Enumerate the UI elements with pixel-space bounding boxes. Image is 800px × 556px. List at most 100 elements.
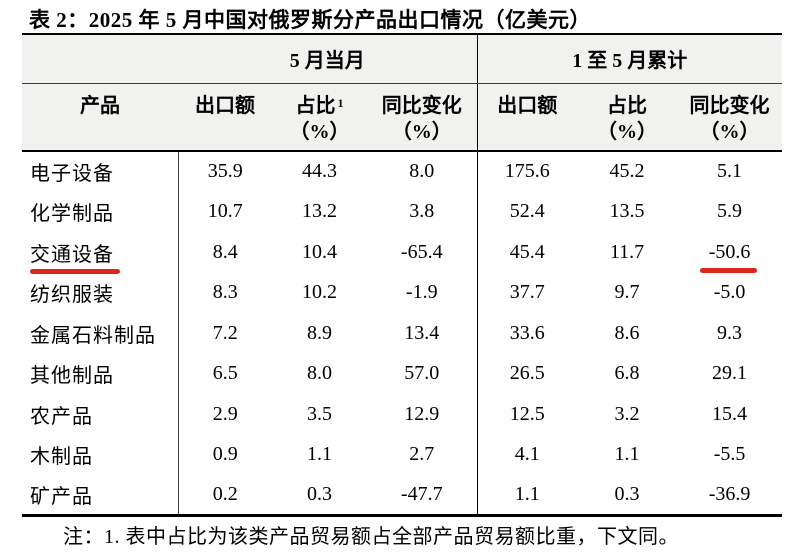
value-cell: -1.9 [405,281,438,304]
red-underline-annotation [699,267,758,273]
value-cell: 5.9 [717,200,743,223]
header-label: 出口额 [195,94,255,117]
product-cell: 电子设备 [30,163,114,186]
table-title: 表 2：2025 年 5 月中国对俄罗斯分产品出口情况（亿美元） [29,8,591,32]
table-header: 5 月当月 1 至 5 月累计 产品 出口额 占比 1 （%） 同比变化 （%） 出口… [22,34,783,152]
group-header-may: 5 月当月 [178,34,478,84]
value-cell: 10.4 [302,240,337,263]
product-cell: 矿产品 [30,486,93,508]
header-unit: （%） [597,120,658,143]
value-cell: 10.2 [302,281,337,304]
table-row: 交通设备 8.4 10.4 -65.4 45.4 11.7 -50.6 [22,232,782,274]
column-header-share-cumulative: 占比 （%） [577,83,678,152]
export-table: 5 月当月 1 至 5 月累计 产品 出口额 占比 1 （%） 同比变化 （%） 出口… [22,33,783,517]
value-cell: -50.6 [677,232,782,273]
value-cell: -5.0 [713,281,746,304]
value-cell: 12.9 [404,402,440,425]
table-row: 金属石料制品 7.2 8.9 13.4 33.6 8.6 9.3 [22,313,782,354]
column-header-yoy-cumulative: 同比变化 （%） [677,83,783,152]
value-cell: 29.1 [712,362,748,385]
value-cell: 8.9 [307,321,332,344]
header-unit: （%） [391,120,452,143]
product-cell: 金属石料制品 [30,324,156,347]
value-cell: 3.2 [614,402,640,425]
value-cell: 13.5 [609,200,645,223]
column-header-share-may: 占比 1 （%） [272,83,367,152]
value-cell: 7.2 [177,313,272,354]
value-cell: 1.1 [476,475,578,516]
value-cell: 57.0 [404,362,440,385]
value-cell: 52.4 [476,191,578,232]
value-cell: 8.0 [409,160,435,183]
value-cell: -36.9 [708,483,751,505]
value-cell: 0.2 [177,475,272,516]
column-header-export-may: 出口额 [178,83,272,152]
header-label: 占比 [295,94,336,117]
value-cell: -65.4 [400,240,443,263]
value-cell: 45.2 [609,160,645,183]
header-label: 同比变化 [689,94,770,117]
blank-cell [22,34,178,84]
value-cell: 6.5 [177,353,272,394]
table-body: 电子设备 35.9 44.3 8.0 175.6 45.2 5.1 化学制品 1… [22,151,782,516]
table-row: 农产品 2.9 3.5 12.9 12.5 3.2 15.4 [22,394,782,435]
value-cell: -5.5 [713,443,746,466]
product-cell: 其他制品 [30,365,114,388]
footnote-marker: 1 [337,95,344,110]
table-row: 化学制品 10.7 13.2 3.8 52.4 13.5 5.9 [22,191,782,232]
value-cell: 13.4 [404,321,440,344]
product-cell: 农产品 [30,405,93,428]
header-label: 同比变化 [381,94,462,117]
value-cell: 11.7 [609,240,645,263]
value-cell: 4.1 [476,434,578,475]
red-underline-annotation [30,268,120,274]
table-row: 矿产品 0.2 0.3 -47.7 1.1 0.3 -36.9 [22,475,782,516]
value-cell: 2.9 [177,394,272,435]
value-cell: 3.5 [307,402,332,425]
group-header-row: 5 月当月 1 至 5 月累计 [22,34,783,84]
value-cell: 6.8 [614,362,640,385]
value-cell: 9.7 [614,281,640,304]
value-cell: 26.5 [476,353,578,394]
value-cell: 5.1 [717,160,743,183]
value-cell: 10.7 [177,191,272,232]
value-cell: 1.1 [614,443,640,466]
product-cell: 纺织服装 [30,284,114,307]
column-header-row: 产品 出口额 占比 1 （%） 同比变化 （%） 出口额 占比 （%） 同比变化 （%） [22,83,783,152]
value-label: -50.6 [708,240,751,263]
value-cell: -47.7 [400,483,443,505]
table-row: 电子设备 35.9 44.3 8.0 175.6 45.2 5.1 [22,151,782,192]
header-label: 占比 [607,94,648,117]
value-cell: 8.6 [614,321,640,344]
table-row: 纺织服装 8.3 10.2 -1.9 37.7 9.7 -5.0 [22,272,782,313]
value-cell: 1.1 [307,443,332,466]
value-cell: 9.3 [717,321,743,344]
header-label: 出口额 [497,94,558,117]
value-cell: 33.6 [476,313,578,354]
column-header-yoy-may: 同比变化 （%） [367,83,478,152]
value-cell: 0.3 [614,483,640,505]
value-cell: 45.4 [476,232,578,273]
product-cell: 化学制品 [30,203,114,226]
header-unit: （%） [289,120,350,143]
value-cell: 8.0 [307,362,332,385]
value-cell: 2.7 [409,443,435,466]
group-header-cumulative: 1 至 5 月累计 [476,34,783,84]
value-cell: 13.2 [302,200,337,223]
table-row: 木制品 0.9 1.1 2.7 4.1 1.1 -5.5 [22,434,782,475]
column-header-product: 产品 [22,83,178,152]
product-cell: 木制品 [30,446,93,469]
value-cell: 0.3 [307,483,332,505]
table-row: 其他制品 6.5 8.0 57.0 26.5 6.8 29.1 [22,353,782,394]
value-cell: 175.6 [476,151,578,192]
product-label: 交通设备 [30,243,114,266]
value-cell: 37.7 [476,272,578,313]
product-cell: 交通设备 [22,232,178,274]
value-cell: 8.4 [177,232,272,273]
value-cell: 44.3 [302,160,337,183]
header-unit: （%） [699,120,760,143]
value-cell: 15.4 [712,402,748,425]
value-cell: 8.3 [177,272,272,313]
value-cell: 35.9 [177,151,272,192]
table-footnote: 注：1. 表中占比为该类产品贸易额占全部产品贸易额比重，下文同。 [63,526,679,548]
